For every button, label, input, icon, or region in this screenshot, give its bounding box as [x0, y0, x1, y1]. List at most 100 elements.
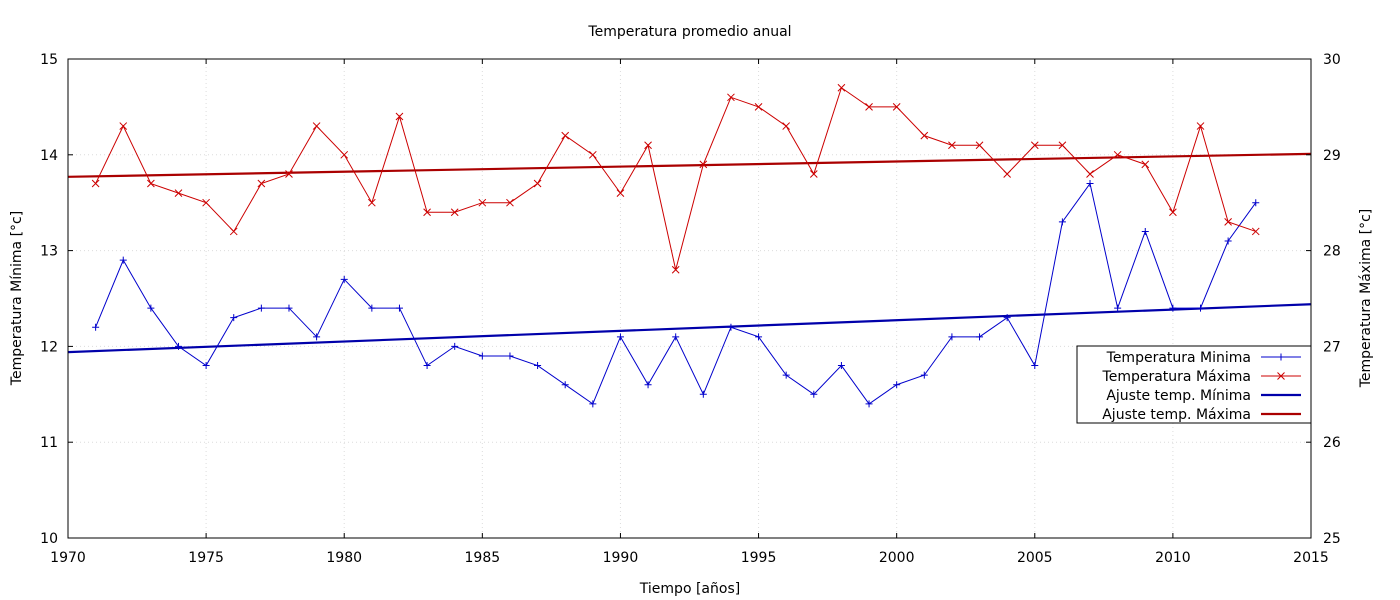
y-left-tick-label: 13	[40, 244, 58, 260]
data-point-max	[367, 198, 376, 207]
data-point-min	[755, 333, 763, 341]
y-right-tick-label: 29	[1323, 148, 1341, 164]
y-right-tick-label: 30	[1323, 52, 1341, 68]
y-left-tick-label: 14	[40, 148, 58, 164]
data-point-min	[1086, 180, 1094, 188]
data-point-max	[1251, 227, 1260, 236]
series-line-max	[95, 86, 1256, 270]
data-point-min	[810, 390, 818, 398]
data-point-max	[920, 131, 929, 140]
data-point-max	[1058, 141, 1067, 150]
data-point-max	[1141, 160, 1150, 169]
y-right-tick-label: 26	[1323, 435, 1341, 451]
x-axis-label: Tiempo [años]	[639, 581, 740, 597]
data-point-min	[672, 333, 680, 341]
legend-box	[1076, 345, 1312, 424]
data-point-max	[782, 122, 791, 130]
fit-line-min	[67, 303, 1312, 354]
x-tick-label: 1970	[50, 550, 86, 566]
data-point-max	[312, 122, 321, 130]
legend-marker-max	[1277, 372, 1285, 380]
data-point-max	[699, 160, 708, 169]
fit-line-max	[67, 152, 1312, 178]
data-point-max	[865, 103, 873, 111]
data-point-max	[533, 179, 542, 188]
data-point-min	[257, 304, 265, 312]
data-point-min	[230, 314, 238, 322]
x-tick-label: 2000	[879, 550, 915, 566]
legend-swatches	[1261, 353, 1301, 416]
data-point-max	[975, 141, 984, 150]
data-point-min	[147, 304, 155, 312]
x-tick-label: 2015	[1293, 550, 1329, 566]
x-tick-label: 2005	[1017, 550, 1053, 566]
data-point-min	[119, 256, 127, 264]
data-point-min	[1197, 304, 1205, 312]
data-point-max	[1003, 170, 1012, 178]
data-point-max	[616, 189, 625, 197]
y-axis-left-label: Temperatura Mínima [°c]	[9, 211, 25, 386]
data-point-min	[368, 304, 376, 312]
data-point-max	[644, 141, 652, 150]
series-max	[91, 83, 1260, 274]
data-point-max	[1030, 141, 1039, 150]
data-point-min	[837, 362, 845, 370]
x-tick-label: 1985	[465, 550, 501, 566]
data-point-min	[1114, 304, 1122, 312]
data-point-min	[976, 333, 984, 341]
y-right-tick-label: 25	[1323, 531, 1341, 547]
legend-label-min: Temperatura Minima	[1106, 350, 1251, 366]
data-point-min	[285, 304, 293, 312]
series-min	[92, 180, 1260, 408]
data-point-max	[257, 179, 266, 188]
data-point-min	[340, 275, 348, 283]
data-point-max	[1169, 208, 1177, 217]
data-point-min	[1141, 227, 1149, 235]
grid	[68, 59, 1311, 538]
data-point-min	[589, 400, 597, 408]
plot-frame	[67, 58, 1312, 539]
data-point-max	[1113, 150, 1122, 159]
data-point-min	[506, 352, 514, 360]
data-point-max	[1196, 122, 1205, 130]
data-point-min	[423, 362, 431, 370]
data-point-max	[809, 170, 818, 178]
chart-title: Temperatura promedio anual	[587, 24, 791, 40]
data-point-min	[202, 362, 210, 370]
x-tick-label: 1990	[603, 550, 639, 566]
data-point-max	[119, 122, 128, 130]
x-tick-label: 2010	[1155, 550, 1191, 566]
data-point-max	[671, 265, 680, 274]
data-point-max	[506, 198, 514, 207]
legend: Temperatura Minima Temperatura Máxima Aj…	[1076, 345, 1312, 424]
data-point-min	[699, 390, 707, 398]
y-right-tick-label: 28	[1323, 244, 1341, 260]
data-point-min	[1169, 304, 1177, 312]
data-point-max	[450, 208, 459, 217]
data-point-min	[1058, 218, 1066, 226]
data-point-min	[644, 381, 652, 389]
y-left-tick-label: 10	[40, 531, 58, 547]
y-right-tick-label: 27	[1323, 339, 1341, 355]
data-point-min	[920, 371, 928, 379]
data-point-min	[1224, 237, 1232, 245]
y-left-tick-label: 12	[40, 339, 58, 355]
data-point-min	[534, 362, 542, 370]
data-point-min	[948, 333, 956, 341]
data-point-max	[727, 93, 735, 102]
data-point-max	[588, 150, 597, 159]
data-point-min	[174, 342, 182, 350]
legend-marker-min	[1277, 353, 1285, 361]
data-point-min	[1031, 362, 1039, 370]
data-point-max	[1086, 170, 1094, 178]
data-point-max	[837, 83, 846, 92]
x-tick-label: 1980	[326, 550, 362, 566]
data-point-min	[616, 333, 624, 341]
data-point-min	[451, 342, 459, 350]
fit-lines	[67, 152, 1312, 354]
y-left-tick-label: 15	[40, 52, 58, 68]
data-point-min	[395, 304, 403, 312]
data-point-min	[727, 323, 735, 331]
data-point-max	[147, 179, 155, 188]
data-point-max	[340, 150, 349, 159]
